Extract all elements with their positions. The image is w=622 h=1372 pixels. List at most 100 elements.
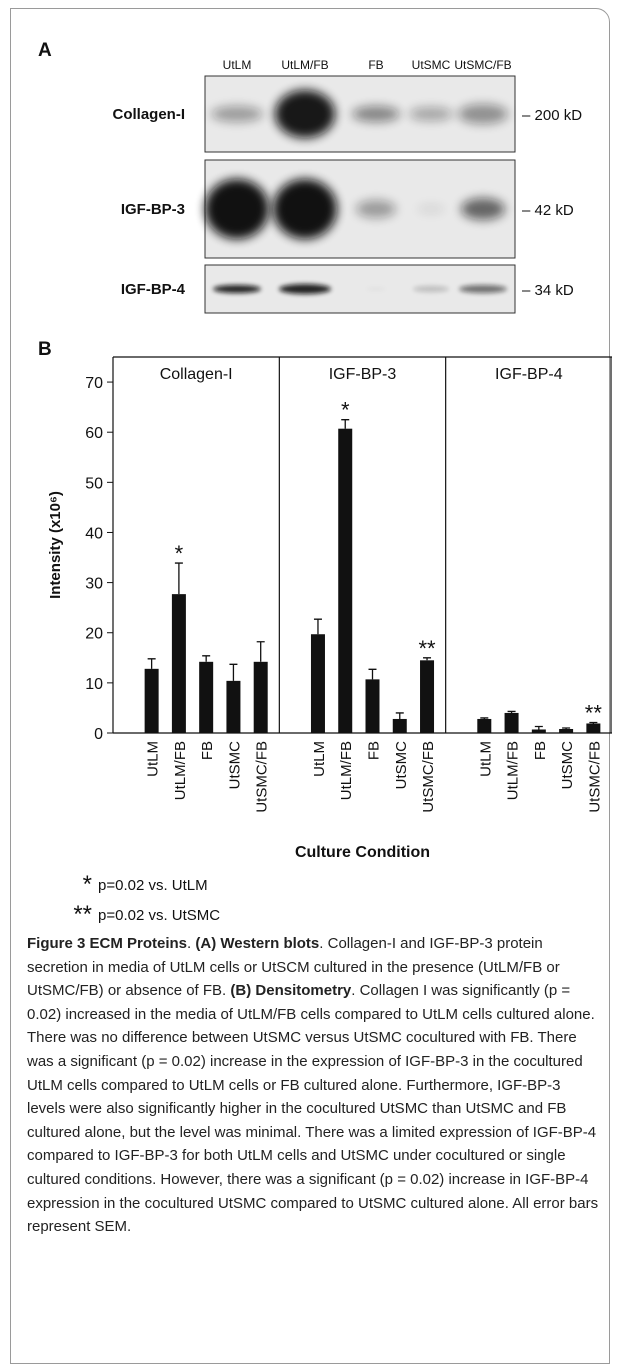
blot-band [352, 106, 400, 122]
size-marker: – 42 kD [522, 202, 574, 219]
blot-band [213, 285, 261, 293]
blot-band [461, 198, 505, 220]
bar [420, 660, 435, 733]
bar [477, 718, 492, 733]
significance-marker: ** [418, 636, 436, 661]
significance-marker: * [175, 541, 184, 566]
lane-label: FB [368, 58, 383, 72]
y-tick-label: 60 [85, 425, 103, 442]
blot-band [279, 284, 331, 294]
bar [504, 712, 519, 733]
error-bar [256, 641, 265, 662]
error-bar [174, 562, 183, 595]
x-tick-label: UtSMC [393, 741, 410, 790]
blot-row-label: IGF-BP-4 [121, 281, 186, 298]
x-tick-label: UtLM [311, 741, 328, 777]
blot-band [211, 106, 263, 122]
x-tick-label: UtLM/FB [172, 741, 189, 800]
x-tick-label: UtSMC/FB [420, 741, 437, 813]
error-bar [395, 712, 404, 719]
lane-label: UtSMC/FB [454, 58, 511, 72]
y-axis-title: Intensity (x10⁶) [47, 491, 64, 599]
blot-row-label: IGF-BP-3 [121, 201, 185, 218]
x-tick-label: FB [366, 741, 383, 760]
caption-text: . Collagen I was significantly (p = 0.02… [27, 982, 599, 1236]
error-bar [202, 655, 211, 662]
bar [253, 661, 268, 733]
note-text: p=0.02 vs. UtLM [98, 877, 208, 894]
caption-bold: Figure 3 ECM Proteins [27, 935, 188, 952]
error-bar [341, 419, 350, 429]
caption-text: . Collagen-I and IGF-BP-3 protein secret… [27, 935, 560, 1000]
significance-marker: * [341, 398, 350, 423]
bar [365, 679, 380, 733]
y-tick-label: 20 [85, 626, 103, 643]
panel-title: IGF-BP-4 [495, 366, 563, 383]
lane-label: UtSMC [412, 58, 451, 72]
y-tick-label: 50 [85, 475, 103, 492]
x-tick-label: UtSMC [226, 741, 243, 790]
panel-label: B [38, 339, 52, 360]
figure-frame [10, 8, 610, 1364]
error-bar [507, 710, 516, 713]
bar-chart: B 0 10 20 30 40 50 60 70 Intensity (x10⁶) Collagen… [38, 339, 612, 928]
error-bar [368, 668, 377, 680]
lane-label: UtLM/FB [281, 58, 328, 72]
y-tick-label: 40 [85, 525, 103, 542]
blot-band [417, 204, 445, 214]
blot-band [459, 285, 507, 293]
x-axis-title: Culture Condition [295, 844, 430, 861]
caption-bold: (B) Densitometry [230, 982, 352, 1000]
x-tick-label: FB [199, 741, 216, 760]
bar [144, 668, 159, 733]
significance-marker: ** [585, 700, 603, 725]
blot-band [409, 107, 453, 121]
western-blots: A UtLM UtLM/FB FB UtSMC UtSMC/FB Collagen-I – 2… [38, 40, 582, 314]
bar [171, 594, 186, 733]
bar [586, 723, 601, 733]
y-tick-label: 10 [85, 676, 103, 693]
error-bar [229, 663, 238, 681]
size-marker: – 34 kD [522, 282, 574, 299]
error-bar [562, 727, 571, 729]
x-tick-label: UtLM [145, 741, 162, 777]
panel-label: A [38, 40, 52, 61]
note-text: p=0.02 vs. UtSMC [98, 907, 220, 924]
error-bar [147, 658, 156, 669]
x-tick-label: FB [532, 741, 549, 760]
x-tick-label: UtLM/FB [338, 741, 355, 800]
panel-title: Collagen-I [160, 366, 233, 383]
bar [559, 728, 574, 733]
y-tick-label: 30 [85, 576, 103, 593]
error-bar [423, 657, 432, 661]
bar [392, 718, 407, 733]
lane-label: UtLM [223, 58, 252, 72]
x-tick-label: UtSMC [559, 741, 576, 790]
caption-text: . [187, 935, 196, 952]
x-tick-label: UtLM [477, 741, 494, 777]
panel-title: IGF-BP-3 [329, 366, 397, 383]
x-tick-label: UtLM/FB [505, 741, 522, 800]
blot-row-label: Collagen-I [112, 106, 185, 123]
y-tick-label: 0 [94, 726, 103, 743]
figure-caption: Figure 3 ECM Proteins. (A) Western blots… [27, 932, 599, 1239]
bar [226, 680, 241, 733]
blot-band [205, 179, 269, 239]
x-tick-label: UtSMC/FB [254, 741, 271, 813]
size-marker: – 200 kD [522, 107, 582, 124]
blot-band [413, 286, 449, 292]
blot-band [458, 104, 508, 124]
error-bar [534, 725, 543, 730]
blot-band [275, 90, 335, 138]
error-bar [313, 618, 322, 635]
bar [338, 428, 353, 733]
caption-bold: (A) Western blots [195, 935, 320, 952]
error-bar [589, 721, 598, 724]
blot-band [366, 287, 386, 291]
y-tick-label: 70 [85, 375, 103, 392]
blot-band [273, 179, 337, 239]
blot-band [356, 200, 396, 218]
error-bar [480, 717, 489, 719]
